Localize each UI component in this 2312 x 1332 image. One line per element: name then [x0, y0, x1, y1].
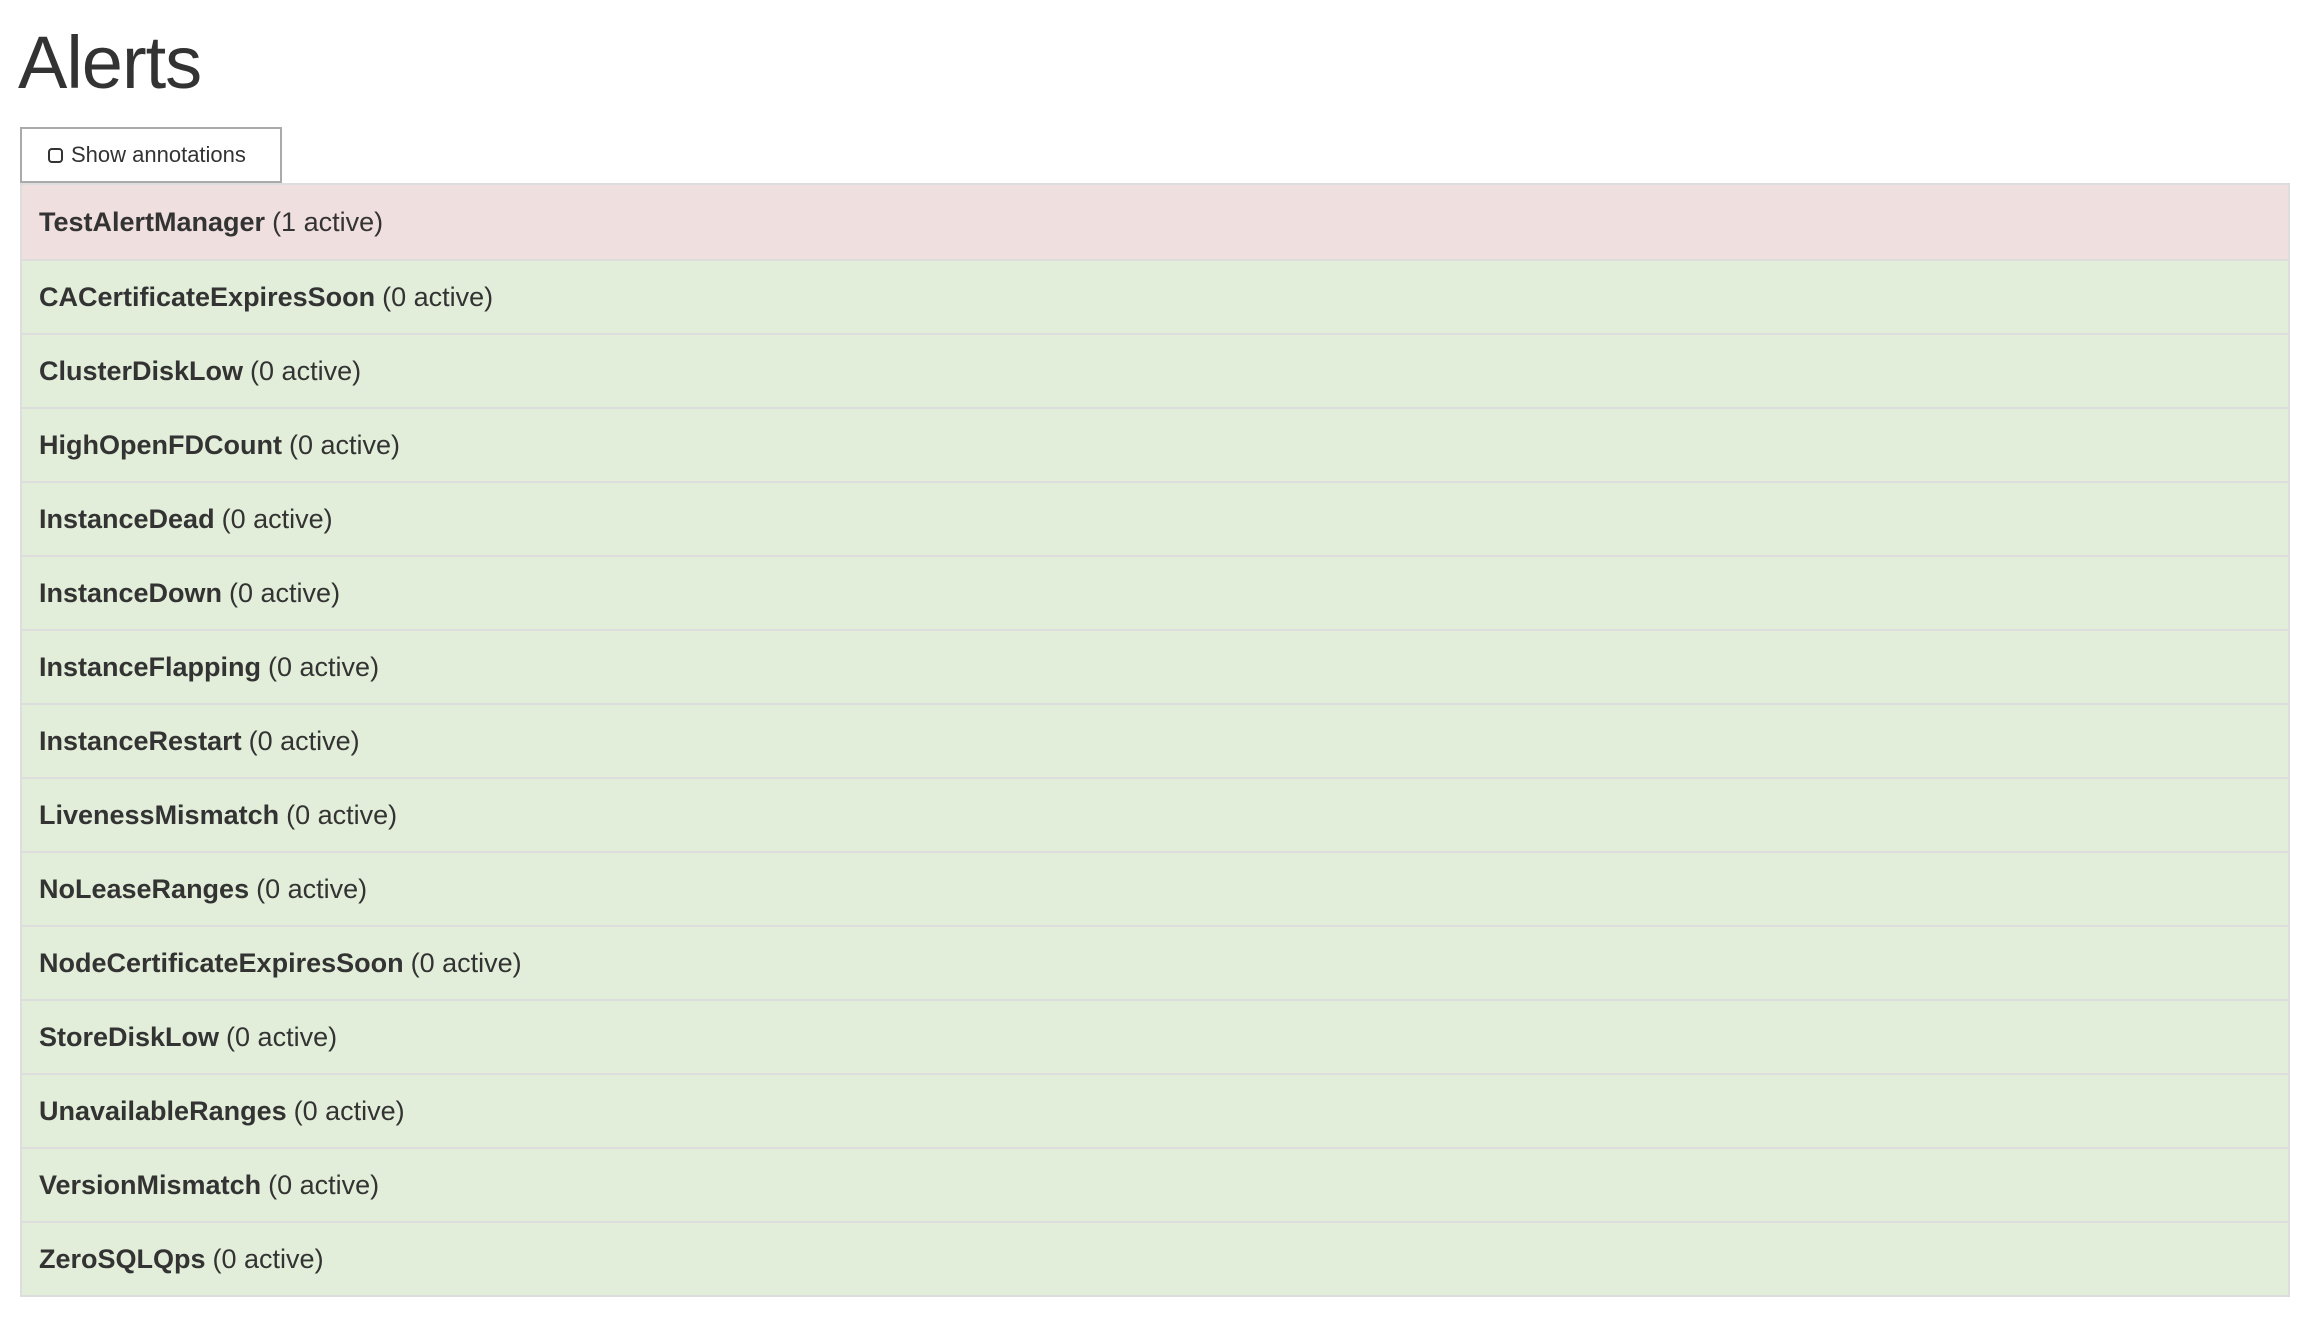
alert-name: InstanceFlapping [39, 651, 262, 682]
alert-name: NodeCertificateExpiresSoon [39, 947, 404, 978]
alert-row[interactable]: LivenessMismatch (0 active) [22, 777, 2288, 851]
alert-row[interactable]: UnavailableRanges (0 active) [22, 1073, 2288, 1147]
alert-row[interactable]: NoLeaseRanges (0 active) [22, 851, 2288, 925]
alert-row[interactable]: InstanceDown (0 active) [22, 555, 2288, 629]
alert-row[interactable]: InstanceFlapping (0 active) [22, 629, 2288, 703]
alert-active-count: (0 active) [382, 281, 494, 312]
alert-active-count: (0 active) [226, 1021, 338, 1052]
alert-row[interactable]: HighOpenFDCount (0 active) [22, 407, 2288, 481]
alert-active-count: (0 active) [212, 1243, 324, 1274]
alert-active-count: (0 active) [229, 577, 341, 608]
alert-row[interactable]: NodeCertificateExpiresSoon (0 active) [22, 925, 2288, 999]
page-title: Alerts [18, 21, 202, 104]
alert-list: TestAlertManager (1 active) CACertificateE… [20, 183, 2290, 1297]
alert-row[interactable]: ClusterDiskLow (0 active) [22, 333, 2288, 407]
show-annotations-label: Show annotations [71, 142, 246, 167]
alert-active-count: (0 active) [221, 503, 333, 534]
alert-row[interactable]: VersionMismatch (0 active) [22, 1147, 2288, 1221]
alert-active-count: (0 active) [268, 1169, 380, 1200]
alert-name: VersionMismatch [39, 1169, 262, 1200]
alert-active-count: (0 active) [268, 651, 380, 682]
alert-active-count: (0 active) [293, 1095, 405, 1126]
alert-name: ClusterDiskLow [39, 355, 244, 386]
alert-name: InstanceDead [39, 503, 215, 534]
alert-row[interactable]: InstanceRestart (0 active) [22, 703, 2288, 777]
alert-active-count: (0 active) [248, 725, 360, 756]
alert-active-count: (0 active) [288, 429, 400, 460]
alert-active-count: (0 active) [250, 355, 362, 386]
alert-active-count: (0 active) [256, 873, 368, 904]
alert-row[interactable]: InstanceDead (0 active) [22, 481, 2288, 555]
alert-name: ZeroSQLQps [39, 1243, 206, 1274]
alert-row[interactable]: TestAlertManager (1 active) [22, 185, 2288, 259]
alert-row[interactable]: CACertificateExpiresSoon (0 active) [22, 259, 2288, 333]
alert-row[interactable]: ZeroSQLQps (0 active) [22, 1221, 2288, 1295]
alert-name: LivenessMismatch [39, 799, 280, 830]
checkbox-icon[interactable] [48, 147, 63, 163]
alert-name: NoLeaseRanges [39, 873, 250, 904]
alert-name: InstanceDown [39, 577, 223, 608]
alert-name: StoreDiskLow [39, 1021, 220, 1052]
alert-active-count: (1 active) [272, 206, 384, 237]
alert-name: UnavailableRanges [39, 1095, 287, 1126]
alert-name: InstanceRestart [39, 725, 242, 756]
alert-active-count: (0 active) [286, 799, 398, 830]
alert-name: HighOpenFDCount [39, 429, 282, 460]
alert-name: CACertificateExpiresSoon [39, 281, 376, 312]
alert-row[interactable]: StoreDiskLow (0 active) [22, 999, 2288, 1073]
alert-name: TestAlertManager [39, 206, 266, 237]
show-annotations-button[interactable]: Show annotations [20, 127, 282, 183]
alert-active-count: (0 active) [410, 947, 522, 978]
